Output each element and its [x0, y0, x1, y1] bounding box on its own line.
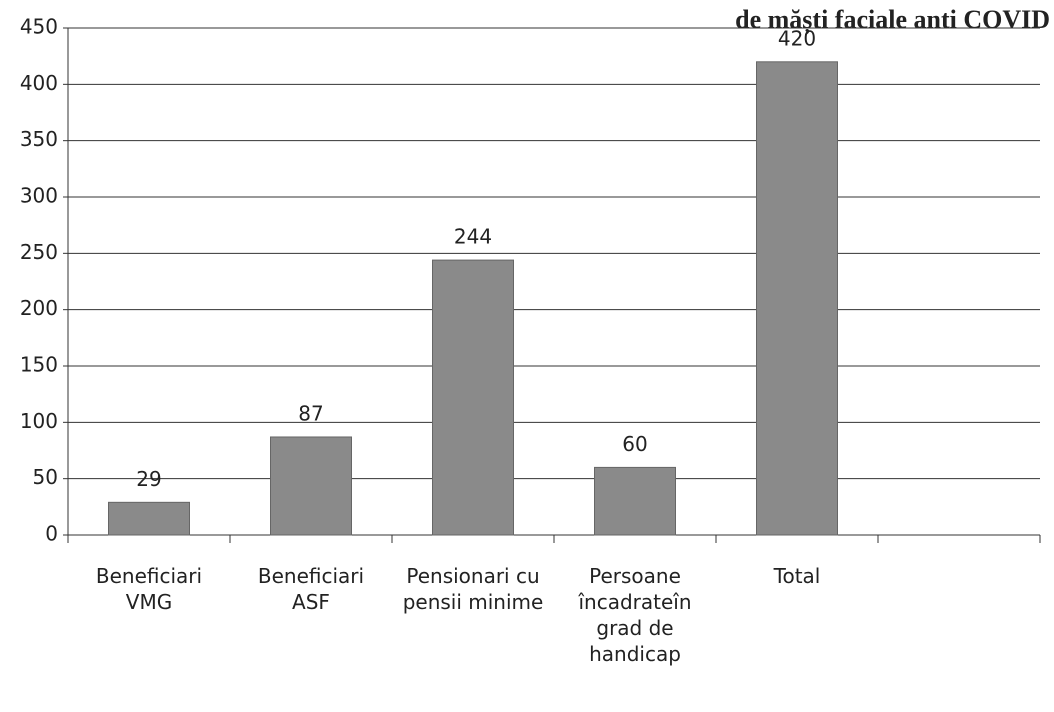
x-tick-label: Total — [773, 564, 821, 588]
data-label: 244 — [454, 225, 492, 249]
x-tick-label: Beneficiari ASF — [257, 564, 365, 614]
y-tick-label: 450 — [20, 15, 58, 39]
y-tick-label: 200 — [20, 296, 58, 320]
y-tick-label: 50 — [33, 465, 58, 489]
y-tick-label: 150 — [20, 353, 58, 377]
bar — [594, 466, 676, 536]
data-label: 420 — [778, 26, 816, 50]
y-tick-label: 250 — [20, 240, 58, 264]
data-label: 87 — [298, 401, 323, 425]
bar — [270, 436, 352, 536]
y-tick-label: 100 — [20, 409, 58, 433]
y-tick-label: 300 — [20, 184, 58, 208]
y-tick-label: 0 — [45, 522, 58, 546]
y-tick-label: 400 — [20, 71, 58, 95]
y-tick-label: 350 — [20, 127, 58, 151]
x-tick-label: Persoane încadrateîn grad de handicap — [578, 564, 692, 666]
data-label: 29 — [136, 467, 161, 491]
bar — [108, 501, 190, 536]
x-tick-label: Beneficiari VMG — [95, 564, 203, 614]
data-label: 60 — [622, 432, 647, 456]
bar — [432, 259, 514, 536]
bar — [756, 61, 838, 536]
x-tick-label: Pensionari cu pensii minime — [402, 564, 544, 614]
chart-title: de măști faciale anti COVID — [735, 5, 1050, 35]
